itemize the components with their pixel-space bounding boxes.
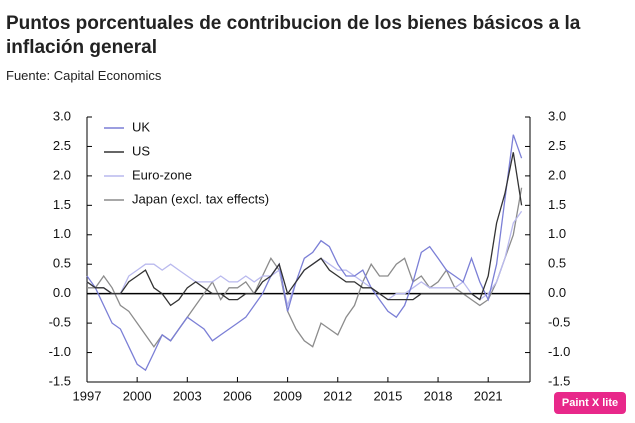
watermark: Paint X lite [562, 397, 618, 409]
legend-label: Euro-zone [132, 167, 192, 182]
x-tick-label: 2000 [123, 388, 152, 403]
y2-tick-label: 2.5 [548, 138, 566, 153]
series-line [86, 152, 523, 307]
y2-tick-label: 0.0 [548, 285, 566, 300]
series-line [87, 187, 523, 348]
y-tick-label: 0.0 [53, 285, 71, 300]
y2-tick-label: 0.5 [548, 256, 566, 271]
y2-tick-label: -0.5 [548, 315, 570, 330]
y2-tick-label: 3.0 [548, 108, 566, 123]
y-tick-label: -1.0 [49, 344, 71, 359]
y-tick-label: 2.0 [53, 167, 71, 182]
y-tick-label: 2.5 [53, 138, 71, 153]
legend-label: UK [132, 119, 150, 134]
y2-tick-label: 1.0 [548, 226, 566, 241]
x-tick-label: 2006 [223, 388, 252, 403]
chart-subtitle: Fuente: Capital Economics [6, 68, 162, 83]
y-tick-label: 1.0 [53, 226, 71, 241]
x-tick-label: 2015 [373, 388, 402, 403]
y-tick-label: 0.5 [53, 256, 71, 271]
y2-tick-label: -1.0 [548, 344, 570, 359]
x-tick-label: 2021 [474, 388, 503, 403]
series-line [86, 134, 523, 372]
y-tick-label: 1.5 [53, 197, 71, 212]
y-tick-label: -1.5 [49, 373, 71, 388]
x-tick-label: 2018 [424, 388, 453, 403]
legend-label: Japan (excl. tax effects) [132, 191, 269, 206]
y2-tick-label: -1.5 [548, 373, 570, 388]
x-tick-label: 2012 [323, 388, 352, 403]
watermark-badge [554, 392, 626, 414]
chart-title: Puntos porcentuales de contribucion de l… [6, 13, 581, 58]
y2-tick-label: 1.5 [548, 197, 566, 212]
y2-tick-label: 2.0 [548, 167, 566, 182]
y-tick-label: -0.5 [49, 315, 71, 330]
x-tick-label: 2009 [273, 388, 302, 403]
x-tick-label: 1997 [73, 388, 102, 403]
y-tick-label: 3.0 [53, 108, 71, 123]
x-tick-label: 2003 [173, 388, 202, 403]
legend-label: US [132, 143, 150, 158]
